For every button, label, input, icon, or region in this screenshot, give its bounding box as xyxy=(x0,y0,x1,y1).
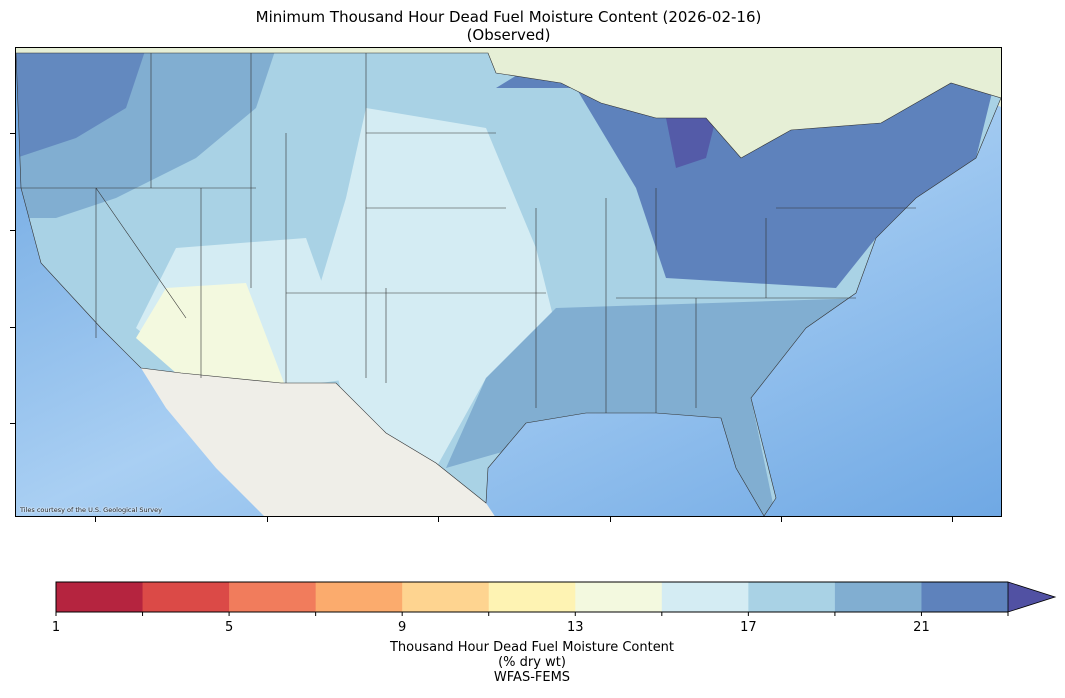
x-axis-tick xyxy=(95,517,96,522)
state-borders xyxy=(16,52,1001,516)
colorbar-extend-arrow xyxy=(1007,581,1057,613)
colorbar-bin xyxy=(56,582,144,612)
colorbar-bin xyxy=(402,582,490,612)
y-axis-tick xyxy=(10,230,15,231)
moisture-field xyxy=(16,53,1001,516)
colorbar-bin xyxy=(575,582,663,612)
colorbar-source: WFAS-FEMS xyxy=(493,670,571,685)
x-axis-tick xyxy=(438,517,439,522)
map-canvas xyxy=(16,48,1001,516)
colorbar-bin xyxy=(834,582,922,612)
colorbar-tick-label: 13 xyxy=(566,620,584,635)
map-subtitle: (Observed) xyxy=(466,26,551,44)
colorbar-bin xyxy=(488,582,576,612)
x-axis-tick xyxy=(952,517,953,522)
colorbar-tick-label: 17 xyxy=(740,620,757,635)
map-title: Minimum Thousand Hour Dead Fuel Moisture… xyxy=(255,8,762,26)
colorbar-tick-label: 1 xyxy=(51,620,61,635)
y-axis-tick xyxy=(10,423,15,424)
x-axis-tick xyxy=(610,517,611,522)
colorbar-tick-label: 21 xyxy=(913,620,930,635)
colorbar-tick-label: 9 xyxy=(398,620,407,635)
colorbar-tick-label: 5 xyxy=(224,620,234,635)
y-axis-tick xyxy=(10,133,15,134)
colorbar-bin xyxy=(661,582,749,612)
fuel-moisture-map: Tiles courtesy of the U.S. Geological Su… xyxy=(15,47,1002,517)
colorbar-label: Thousand Hour Dead Fuel Moisture Content xyxy=(389,640,675,655)
colorbar-bin xyxy=(315,582,403,612)
x-axis-tick xyxy=(267,517,268,522)
colorbar-bin xyxy=(748,582,836,612)
y-axis-tick xyxy=(10,327,15,328)
colorbar-bin xyxy=(229,582,317,612)
x-axis-tick xyxy=(781,517,782,522)
canada-land xyxy=(16,48,1001,158)
map-attribution: Tiles courtesy of the U.S. Geological Su… xyxy=(20,506,162,514)
colorbar-bin xyxy=(921,582,1009,612)
colorbar-bin xyxy=(142,582,230,612)
colorbar-units: (% dry wt) xyxy=(498,655,566,670)
colorbar xyxy=(55,581,1057,616)
mexico-land xyxy=(141,368,495,516)
